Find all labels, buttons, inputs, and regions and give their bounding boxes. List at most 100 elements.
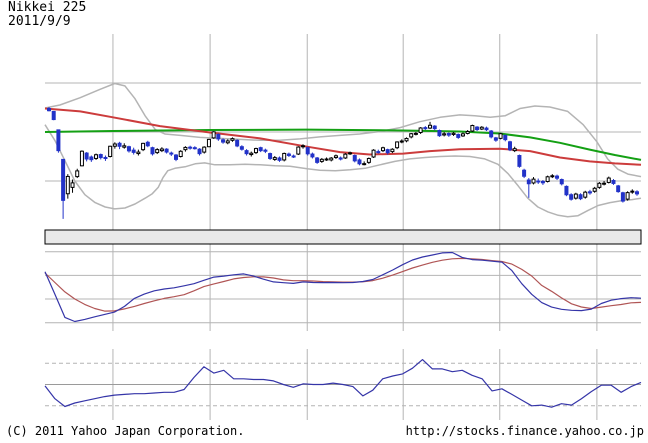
candle-body xyxy=(489,130,494,138)
candle-body xyxy=(61,158,66,201)
candle-body xyxy=(192,147,197,150)
candle-body xyxy=(155,149,160,154)
chart-series xyxy=(44,82,642,408)
candle-body xyxy=(103,156,108,160)
source-url: http://stocks.finance.yahoo.co.jp xyxy=(405,424,644,438)
candle-body xyxy=(446,132,451,136)
candle-body xyxy=(545,176,550,182)
candle-body xyxy=(324,158,329,161)
candle-body xyxy=(460,133,465,137)
signal-line xyxy=(44,257,642,312)
candle-body xyxy=(253,148,258,154)
month-band xyxy=(44,229,642,245)
candle-body xyxy=(319,158,324,162)
candle-body xyxy=(507,141,512,151)
candle-body xyxy=(357,159,362,165)
candle-body xyxy=(616,185,621,193)
candle-body xyxy=(70,182,75,188)
candle-body xyxy=(56,129,61,152)
candle-body xyxy=(451,132,456,135)
candle-body xyxy=(371,149,376,158)
candle-body xyxy=(244,150,249,155)
candle-body xyxy=(296,146,301,155)
candle-body xyxy=(526,179,531,185)
candle-body xyxy=(423,127,428,130)
candle-body xyxy=(550,175,555,178)
candle-body xyxy=(188,146,193,149)
candle-body xyxy=(343,153,348,159)
candle-body xyxy=(380,147,385,152)
candle-body xyxy=(564,185,569,196)
candle-body xyxy=(606,177,611,183)
candle-body xyxy=(230,138,235,141)
candle-body xyxy=(573,193,578,199)
macd-line xyxy=(44,251,642,323)
candle-body xyxy=(362,163,367,166)
candle-body xyxy=(282,152,287,161)
candle-body xyxy=(333,155,338,158)
candle-body xyxy=(329,157,334,161)
bollinger-lower-line xyxy=(44,124,642,218)
candle-body xyxy=(126,146,131,152)
candle-body xyxy=(620,192,625,202)
candle-body xyxy=(141,142,146,151)
candle-body xyxy=(338,157,343,160)
candle-body xyxy=(136,151,141,155)
rsi14-line xyxy=(44,359,642,408)
candle-body xyxy=(569,194,574,200)
candle-body xyxy=(225,140,230,144)
candle-body xyxy=(75,170,80,178)
candle-body xyxy=(211,131,216,139)
candle-body xyxy=(592,187,597,192)
candle-body xyxy=(183,146,188,151)
candle-body xyxy=(555,175,560,179)
candle-body xyxy=(395,141,400,149)
candle-body xyxy=(206,138,211,148)
candle-body xyxy=(470,125,475,132)
candle-body xyxy=(399,140,404,143)
candle-body xyxy=(268,153,273,159)
candle-body xyxy=(456,133,461,138)
candle-body xyxy=(315,157,320,163)
candle-body xyxy=(145,141,150,147)
candle-body xyxy=(432,125,437,130)
candle-body xyxy=(409,133,414,138)
candle-body xyxy=(174,154,179,160)
candle-body xyxy=(536,180,541,183)
candle-body xyxy=(352,155,357,162)
candle-body xyxy=(512,148,517,152)
candle-body xyxy=(178,150,183,157)
candle-body xyxy=(159,148,164,152)
candle-body xyxy=(498,133,503,139)
candle-body xyxy=(428,124,433,129)
candle-body xyxy=(286,153,291,156)
ma13-line xyxy=(44,107,642,166)
candle-body xyxy=(465,131,470,134)
candle-body xyxy=(305,147,310,155)
candle-body xyxy=(484,127,489,131)
candle-body xyxy=(404,137,409,142)
candle-body xyxy=(479,126,484,130)
candle-body xyxy=(249,152,254,156)
candle-body xyxy=(583,191,588,198)
candle-body xyxy=(197,148,202,155)
candle-body xyxy=(540,180,545,184)
candle-body xyxy=(475,126,480,131)
candle-body xyxy=(291,155,296,158)
candle-body xyxy=(94,154,99,159)
candle-body xyxy=(531,178,536,184)
candle-body xyxy=(310,153,315,158)
candle-body xyxy=(413,132,418,135)
candle-body xyxy=(108,145,113,158)
candle-body xyxy=(385,149,390,154)
candle-body xyxy=(112,143,117,147)
candle-body xyxy=(376,151,381,154)
chart-date: 2011/9/9 xyxy=(8,14,71,29)
candle-body xyxy=(442,133,447,136)
candle-body xyxy=(625,192,630,200)
candle-body xyxy=(493,137,498,141)
candle-body xyxy=(587,191,592,194)
candle-body xyxy=(98,154,103,159)
candle-body xyxy=(216,133,221,140)
